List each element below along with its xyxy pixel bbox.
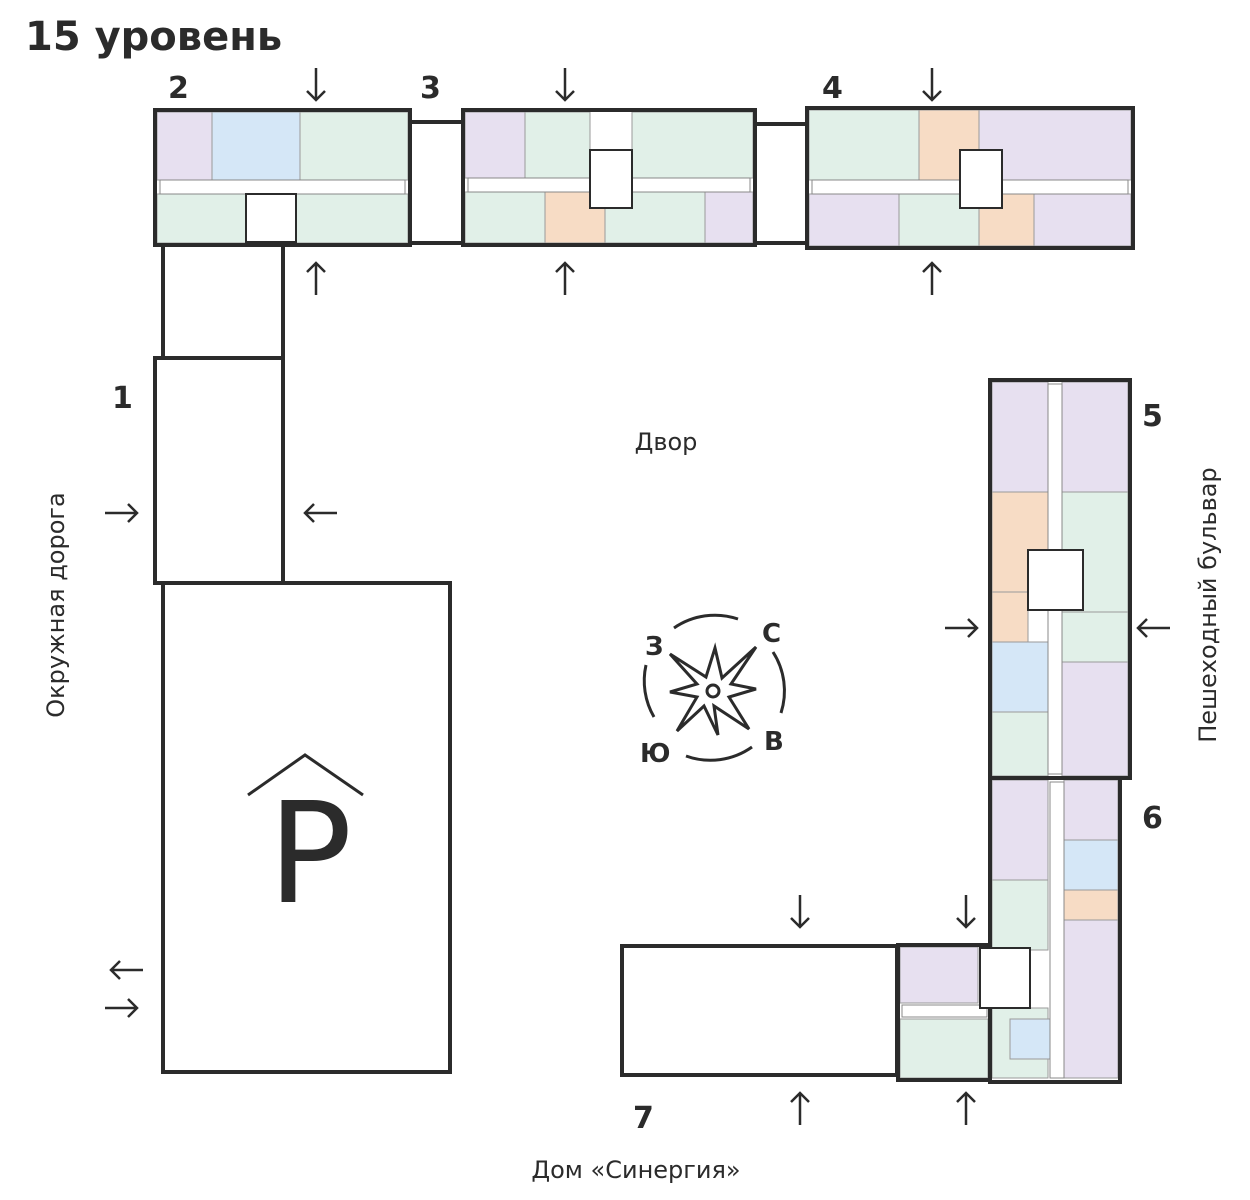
apartment-unit[interactable] (1061, 611, 1129, 663)
apartment-unit[interactable] (156, 111, 213, 181)
apartment-unit[interactable] (991, 711, 1049, 777)
apartment-unit[interactable] (464, 191, 546, 244)
apartment-unit[interactable] (1063, 839, 1119, 891)
ring-road-label: Окружная дорога (42, 492, 70, 717)
arrow-down-icon (790, 895, 810, 929)
apartment-unit[interactable] (156, 193, 247, 244)
apartment-unit[interactable] (211, 111, 301, 181)
section-6-outline (988, 776, 1122, 1084)
gap-block-1 (408, 120, 465, 245)
arrow-left-icon (303, 503, 337, 523)
arrow-left-icon (1136, 618, 1170, 638)
section-label-5: 5 (1142, 399, 1163, 434)
page-title: 15 уровень (25, 14, 282, 60)
compass-south: Ю (640, 739, 671, 769)
section-7-block (620, 944, 899, 1077)
arrow-right-icon (105, 998, 139, 1018)
section-label-7: 7 (633, 1101, 654, 1136)
gap-block-2 (753, 122, 809, 245)
compass-west: З (645, 632, 663, 662)
section-label-6: 6 (1142, 801, 1163, 836)
yard-label: Двор (635, 428, 698, 456)
apartment-unit[interactable] (631, 111, 754, 179)
apartment-unit[interactable] (1063, 889, 1119, 921)
section-1-block (153, 356, 285, 585)
arrow-up-icon (306, 261, 326, 295)
apartment-unit[interactable] (991, 591, 1029, 643)
apartment-unit[interactable] (1063, 919, 1119, 1079)
parking-icon: P (247, 753, 364, 936)
apartment-unit[interactable] (1063, 779, 1119, 841)
section-label-3: 3 (420, 71, 441, 106)
boulevard-label: Пешеходный бульвар (1194, 467, 1222, 742)
apartment-unit[interactable] (899, 946, 979, 1004)
arrow-down-icon (922, 68, 942, 102)
section-label-2: 2 (168, 71, 189, 106)
arrow-up-icon (555, 261, 575, 295)
arrow-down-icon (956, 895, 976, 929)
apartment-unit[interactable] (808, 109, 920, 181)
section-1-upper-block (161, 243, 285, 360)
house-name-label: Дом «Синергия» (531, 1156, 740, 1184)
arrow-down-icon (555, 68, 575, 102)
arrow-up-icon (922, 261, 942, 295)
apartment-unit[interactable] (808, 193, 900, 247)
section-label-4: 4 (822, 71, 843, 106)
arrow-right-icon (105, 503, 139, 523)
section-4-outline (805, 106, 1135, 250)
apartment-unit[interactable] (1061, 381, 1129, 493)
compass-east: В (764, 727, 784, 757)
apartment-unit[interactable] (899, 1018, 989, 1079)
apartment-unit[interactable] (299, 111, 409, 181)
parking-letter: P (268, 773, 352, 936)
corridors (159, 149, 1129, 1079)
compass-north: С (762, 619, 781, 649)
entrance-arrows (105, 68, 1170, 1125)
apartment-unit[interactable] (1061, 661, 1129, 777)
apartment-unit[interactable] (295, 193, 409, 244)
apartment-unit[interactable] (978, 109, 1132, 181)
apartment-unit[interactable] (1009, 1018, 1051, 1060)
apartment-unit[interactable] (704, 191, 754, 244)
apartment-unit[interactable] (991, 381, 1049, 493)
apartment-unit[interactable] (991, 641, 1049, 713)
arrow-up-icon (956, 1091, 976, 1125)
arrow-left-icon (109, 960, 143, 980)
compass-rose-icon (642, 613, 786, 762)
apartment-unit[interactable] (464, 111, 526, 179)
apartment-unit[interactable] (991, 879, 1049, 951)
arrow-down-icon (306, 68, 326, 102)
apartment-unit[interactable] (1033, 193, 1132, 247)
parking-block[interactable] (161, 581, 452, 1074)
arrow-up-icon (790, 1091, 810, 1125)
apartment-unit[interactable] (524, 111, 591, 179)
arrow-right-icon (945, 618, 979, 638)
building-outlines (153, 106, 1135, 1084)
apartment-unit[interactable] (991, 779, 1049, 881)
section-label-1: 1 (112, 381, 133, 416)
